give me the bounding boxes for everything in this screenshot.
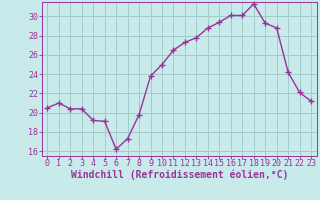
X-axis label: Windchill (Refroidissement éolien,°C): Windchill (Refroidissement éolien,°C) xyxy=(70,170,288,180)
